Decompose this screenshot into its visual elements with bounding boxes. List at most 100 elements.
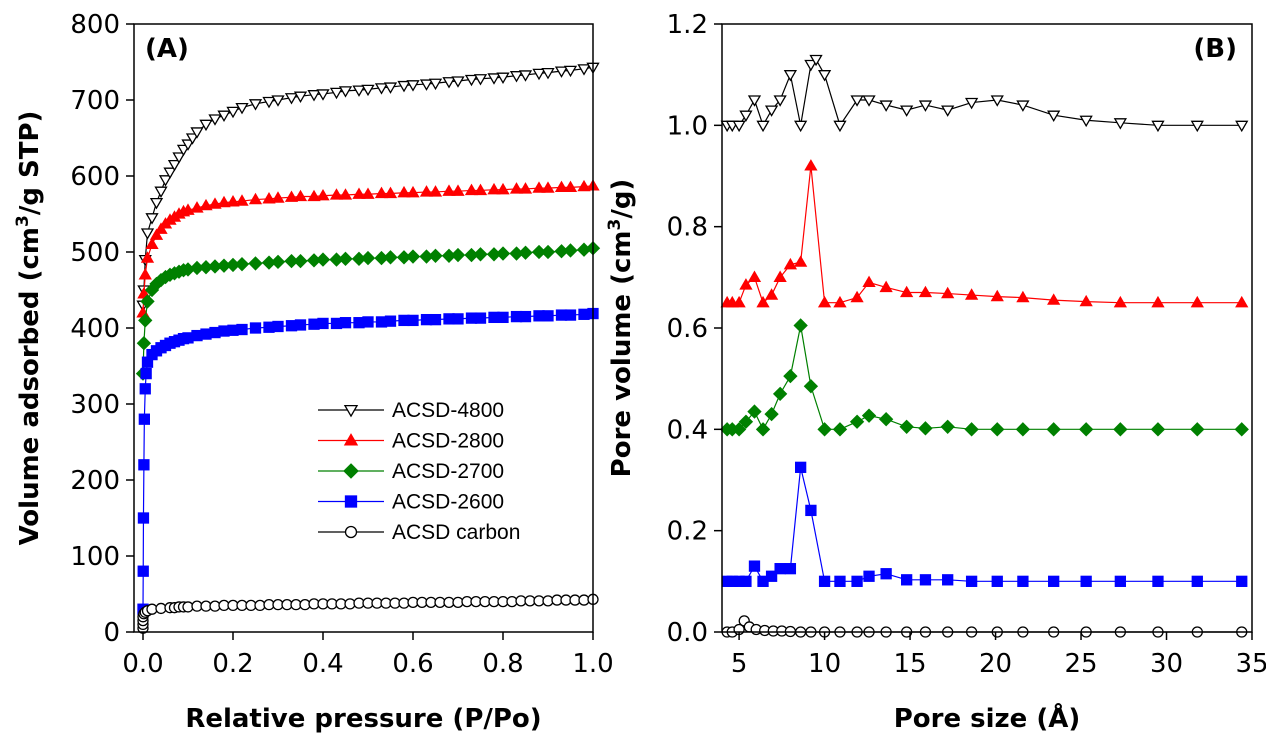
data-point [397,80,411,93]
data-point [307,189,321,202]
data-point [138,313,153,328]
legend-label: ACSD-2700 [392,460,504,483]
data-point [316,89,330,101]
data-point [293,91,308,103]
data-point [541,67,555,80]
y-axis-label: Pore volume (cm3/g) [605,179,637,478]
legend-item: ACSD-4800 [318,399,504,422]
data-point [149,197,164,210]
data-point [747,404,762,419]
data-point [429,313,442,326]
data-point [1079,115,1093,128]
data-point [1113,118,1127,130]
series-a-acsd-2800 [136,179,600,318]
data-point [1151,295,1165,308]
data-point [208,197,222,209]
data-point [899,419,914,434]
data-point [284,93,299,105]
data-point [464,74,479,87]
data-point [374,83,389,95]
data-point [140,294,155,309]
data-point [941,105,955,117]
x-tick-label: 0.8 [482,649,523,679]
data-point [518,182,533,194]
data-point [138,268,152,280]
x-tick-label: 20 [979,649,1012,679]
data-point [532,181,546,193]
data-point [563,243,578,258]
data-point [518,245,533,260]
data-point [509,182,524,194]
legend-label: ACSD carbon [392,521,520,544]
data-point [352,187,366,199]
x-tick-label: 25 [1064,649,1097,679]
data-point [190,201,204,213]
y-tick-label: 0 [103,618,120,648]
data-point [185,133,200,145]
series-line [727,325,1242,431]
data-point [294,319,307,331]
data-point [990,95,1004,107]
data-point [145,237,159,250]
data-point [339,317,352,329]
data-point [1151,120,1165,133]
data-point [137,565,149,577]
data-point [158,175,173,187]
data-point [338,188,353,200]
data-point [832,422,848,437]
data-point [172,152,186,164]
data-point [362,316,374,328]
data-point [1016,100,1030,112]
data-point [880,568,892,580]
data-point [374,186,389,199]
data-point [772,386,788,402]
data-point [317,317,329,330]
data-point [764,105,779,117]
x-tick-label: 0.2 [212,649,253,679]
data-point [1190,120,1204,133]
data-point [248,99,263,111]
y-tick-label: 800 [70,10,120,40]
data-point [918,421,933,436]
data-point [756,295,770,308]
data-point [487,73,501,85]
y-tick-label: 500 [70,238,120,268]
data-point [1191,575,1203,587]
data-point [217,195,231,208]
x-axis-label: Pore size (Å) [894,702,1081,734]
data-point [518,70,533,82]
data-point [262,192,276,204]
data-point [990,289,1004,302]
data-point [773,95,787,107]
data-point [1048,575,1060,587]
data-point [140,251,155,263]
data-point [563,65,578,78]
legend-label: ACSD-4800 [392,399,504,422]
data-point [1236,575,1248,587]
data-point [941,286,955,299]
data-point [900,285,914,298]
data-point [145,213,159,225]
data-point [861,408,877,423]
data-point [862,275,876,288]
data-point [964,422,979,437]
panel-label: (B) [1193,34,1237,64]
data-point [1113,422,1128,437]
data-point [1016,290,1030,303]
data-point [217,110,231,122]
data-point [487,182,501,195]
data-point [451,76,465,88]
data-point [1079,294,1093,307]
y-tick-label: 0.8 [667,213,708,243]
legend-swatch-marker [344,525,358,539]
data-point [1190,422,1205,437]
panel-b-chart: 5 10 15 20 25 30 35 0.0 0.2 0.4 0.6 0.8 1.0 1.2 Pore s… [605,10,1266,734]
data-point [1235,295,1249,308]
data-point [783,70,798,82]
data-point [271,95,285,107]
data-point [1047,110,1061,122]
data-point [272,320,284,333]
data-point [756,120,770,133]
y-tick-label: 0.2 [667,517,708,547]
data-point [805,504,817,517]
